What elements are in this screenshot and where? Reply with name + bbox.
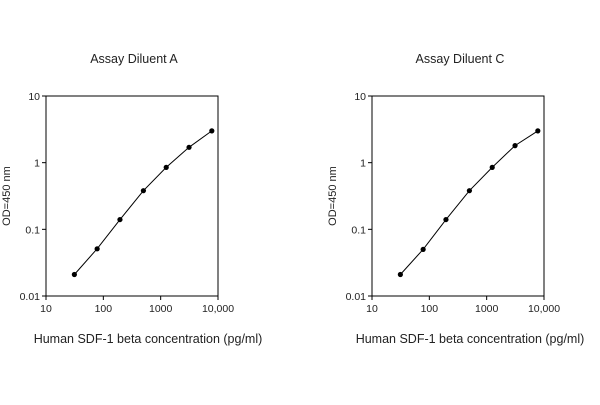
chart-1-series-line [74, 130, 213, 275]
chart-2-y-axis-label: OD=450 nm [327, 166, 339, 226]
chart-1-y-tick-label: 0.1 [25, 224, 40, 236]
chart-1-x-tick-label: 1000 [149, 303, 173, 315]
chart-2-x-axis-label: Human SDF-1 beta concentration (pg/ml) [356, 332, 585, 346]
chart-2-data-point [420, 246, 426, 253]
chart-2-y-tick-label: 1 [360, 158, 366, 170]
chart-2-data-point [512, 143, 518, 149]
chart-1-title: Assay Diluent A [90, 52, 178, 66]
chart-2-y-tick-label: 10 [354, 91, 366, 103]
chart-1-x-axis-label: Human SDF-1 beta concentration (pg/ml) [34, 332, 263, 346]
chart-2-data-point [443, 216, 449, 223]
chart-1-data-point [186, 144, 192, 150]
chart-2-x-tick-label: 10 [366, 303, 378, 315]
chart-1-data-point [94, 246, 100, 252]
chart-1-data-point [117, 216, 123, 223]
chart-1-data-point [71, 271, 77, 278]
chart-1-data-point [163, 164, 169, 170]
chart-2-x-tick-label: 1000 [475, 303, 499, 315]
chart-1-y-tick-label: 10 [28, 91, 40, 103]
chart-2-title: Assay Diluent C [416, 52, 505, 66]
chart-2-plot-frame [371, 95, 545, 297]
chart-2-x-tick-label: 10,000 [528, 303, 560, 315]
chart-1-x-tick-label: 10,000 [202, 303, 234, 315]
chart-1-y-tick-label: 1 [34, 158, 40, 170]
chart-1-plot-frame [45, 95, 219, 297]
chart-1-x-tick-label: 100 [95, 303, 113, 315]
chart-2-x-tick-label: 100 [421, 303, 439, 315]
chart-2-y-tick-label: 0.1 [351, 224, 366, 236]
chart-1-x-tick-label: 10 [40, 303, 52, 315]
chart-1-y-axis-label: OD=450 nm [1, 166, 13, 226]
chart-2-series-line [400, 130, 539, 275]
chart-2-y-tick-label: 0.01 [346, 291, 367, 303]
chart-1-y-tick-label: 0.01 [20, 291, 41, 303]
chart-1-data-point [140, 188, 147, 194]
chart-2-data-point [535, 128, 541, 134]
chart-2-data-point [466, 188, 473, 194]
chart-2-data-point [397, 271, 403, 278]
chart-1-data-point [209, 128, 215, 134]
chart-2-data-point [489, 164, 495, 170]
